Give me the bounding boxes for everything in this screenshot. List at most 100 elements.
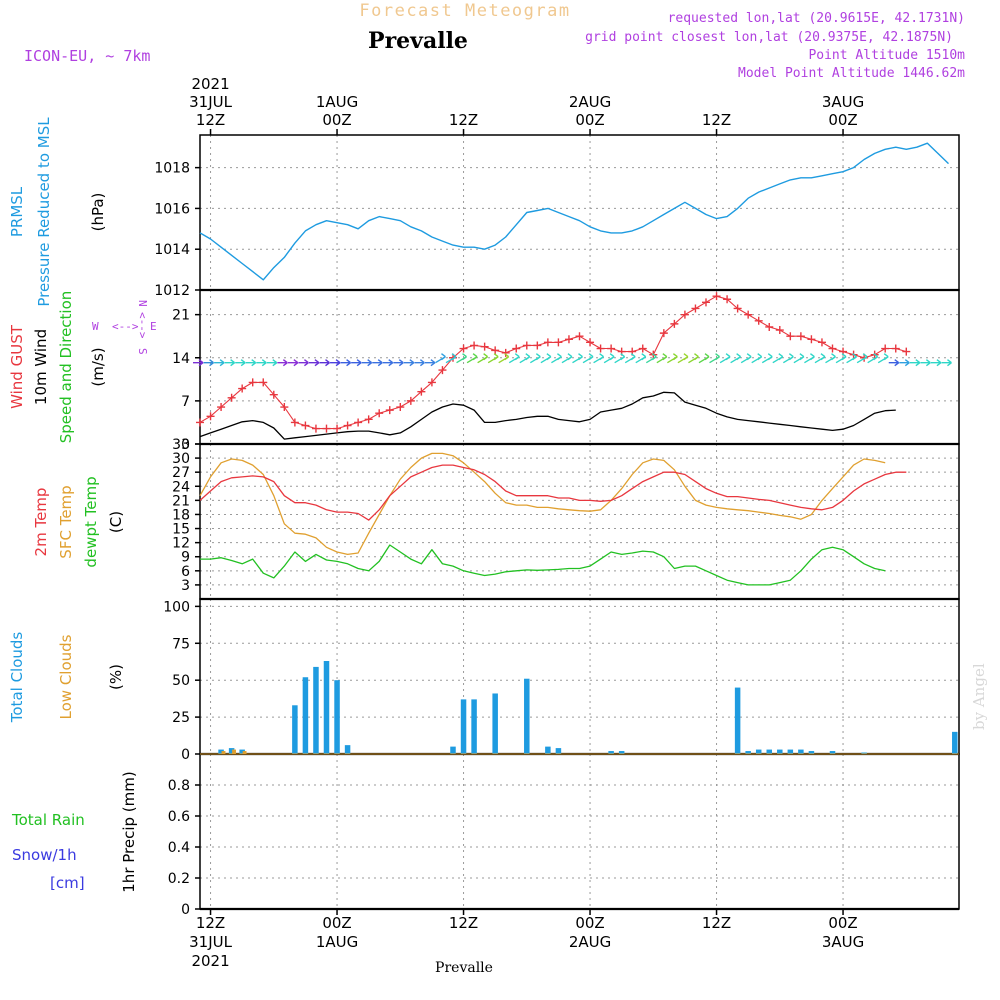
total-cloud-bar	[218, 749, 224, 754]
wind-direction-arrow	[930, 359, 942, 367]
wind-direction-arrow	[888, 359, 900, 367]
total-cloud-bar	[492, 693, 498, 754]
wind-direction-arrow	[340, 359, 352, 367]
data-layer	[193, 142, 959, 755]
wind-direction-arrow	[466, 353, 478, 364]
ytick-label: 1014	[154, 242, 190, 258]
ytick-label: 75	[172, 636, 190, 652]
gust-point-marker	[564, 335, 573, 344]
time-label-top: 00Z	[322, 111, 351, 129]
wind-direction-arrow	[825, 353, 836, 364]
ytick-label: 21	[172, 308, 190, 324]
ytick-label: 33	[172, 437, 190, 453]
wind-direction-arrow	[424, 359, 436, 367]
wind-direction-arrow	[761, 353, 773, 364]
wind-direction-arrow	[835, 353, 847, 364]
wind-direction-arrow	[287, 359, 299, 367]
wind-direction-arrow	[456, 353, 467, 364]
clouds-panel-label: Total Clouds	[8, 632, 26, 724]
compass-south: S	[136, 348, 149, 355]
wind-direction-arrow	[782, 353, 794, 364]
wind-direction-arrow	[572, 353, 583, 364]
ytick-label: 3	[181, 578, 190, 594]
wind-direction-arrow	[308, 359, 320, 367]
total-cloud-bar	[745, 751, 751, 754]
gust-point-marker	[659, 329, 668, 338]
gust-point-marker	[259, 378, 268, 387]
wind-direction-arrow	[330, 359, 341, 367]
wind-direction-arrow	[793, 353, 805, 364]
total-cloud-bar	[952, 731, 958, 754]
gust-point-marker	[775, 326, 784, 335]
temp-panel-label: SFC Temp	[57, 485, 75, 558]
total-cloud-bar	[777, 749, 783, 754]
time-label-bottom: 00Z	[575, 914, 604, 932]
total-cloud-bar	[545, 746, 551, 754]
gust-point-marker	[702, 298, 710, 307]
panel-frame-temp	[199, 443, 960, 600]
gust-point-marker	[354, 418, 363, 427]
time-label-top: 2AUG	[569, 93, 611, 111]
gust-point-marker	[596, 344, 605, 353]
compass-west: W	[92, 320, 99, 333]
wind-direction-arrow	[372, 359, 383, 367]
wind-direction-arrow	[256, 359, 267, 367]
wind-direction-arrow	[582, 353, 594, 364]
panel-frame-pressure	[199, 134, 960, 291]
requested-coords: requested lon,lat (20.9615E, 42.1731N)	[668, 11, 965, 26]
gridpoint-coords: grid point closest lon,lat (20.9375E, 42…	[585, 30, 953, 45]
wind-direction-arrow	[361, 359, 373, 367]
wind-direction-arrow	[867, 353, 879, 364]
wind-direction-arrow	[277, 359, 288, 367]
compass-arrows-we: <-->	[112, 320, 139, 333]
low-cloud-bar	[221, 751, 226, 754]
gust-point-marker	[586, 338, 595, 347]
wind-direction-arrow	[529, 353, 541, 364]
wind-direction-arrow	[814, 353, 826, 364]
compass-north: N	[136, 300, 149, 307]
gust-point-marker	[522, 341, 531, 350]
total-cloud-bar	[755, 749, 762, 754]
time-label-bottom: 2021	[191, 952, 229, 970]
total-cloud-bar	[808, 751, 815, 754]
time-label-top: 12Z	[449, 111, 478, 129]
gust-point-marker	[733, 304, 742, 313]
precip-snow-label: Snow/1h	[12, 846, 77, 864]
station-title: Prevalle	[368, 28, 468, 54]
gust-point-marker	[491, 346, 500, 355]
time-label-top: 31JUL	[189, 93, 232, 111]
gust-point-marker	[438, 366, 447, 375]
ytick-label: 0	[181, 747, 190, 763]
wind-direction-arrow	[877, 353, 889, 364]
point-altitude: Point Altitude 1510m	[808, 48, 965, 63]
wind-direction-arrow	[656, 353, 668, 364]
total-cloud-bar	[766, 749, 772, 754]
gust-point-marker	[417, 387, 426, 396]
time-label-bottom: 12Z	[196, 914, 225, 932]
time-label-bottom: 31JUL	[189, 933, 232, 951]
ytick-label: 25	[172, 710, 190, 726]
gust-point-marker	[227, 393, 236, 402]
temp-panel-label: 2m Temp	[32, 488, 50, 557]
dewpoint-series-line	[200, 544, 886, 586]
wind-direction-arrow	[561, 353, 573, 364]
wind-direction-arrow	[846, 353, 858, 364]
wind-direction-arrow	[477, 353, 489, 364]
gust-point-marker	[691, 304, 700, 313]
ytick-label: 30	[172, 451, 190, 467]
gust-point-marker	[754, 316, 763, 325]
gust-point-marker	[533, 341, 542, 350]
wind-direction-arrow	[508, 353, 520, 364]
total-cloud-bar	[239, 749, 245, 754]
time-label-bottom: 00Z	[828, 914, 857, 932]
wind-direction-arrow	[224, 359, 236, 367]
time-label-bottom: 1AUG	[316, 933, 358, 951]
gust-point-marker	[902, 347, 911, 356]
gust-point-marker	[765, 322, 774, 331]
wind-direction-arrow	[540, 353, 552, 364]
wind-direction-arrow	[624, 353, 636, 364]
pressure-series-line	[199, 142, 949, 281]
wind-direction-arrow	[909, 359, 921, 367]
wind-direction-arrow	[203, 359, 214, 367]
ytick-label: 50	[172, 673, 190, 689]
